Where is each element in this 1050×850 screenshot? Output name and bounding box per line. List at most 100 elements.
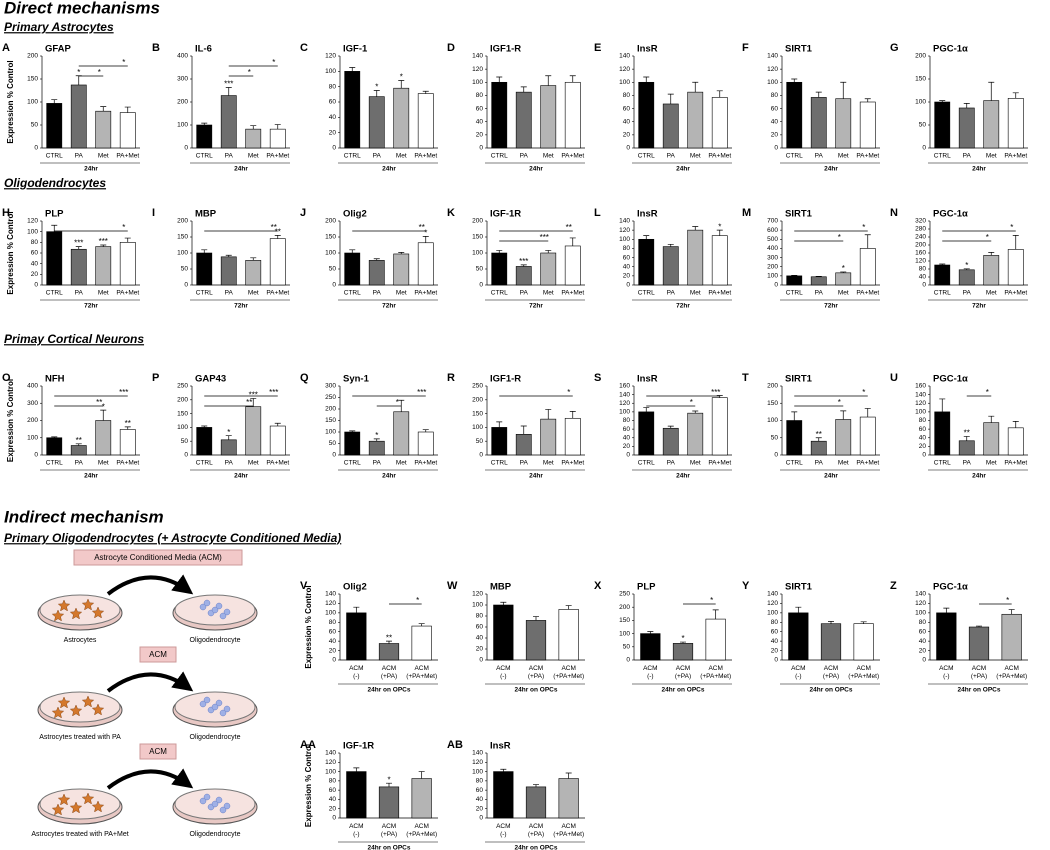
x-tick-label: Met bbox=[543, 460, 554, 467]
x-tick-label: PA+Met bbox=[266, 290, 289, 297]
bar bbox=[859, 416, 876, 456]
error-bar bbox=[860, 621, 867, 624]
error-bar bbox=[1008, 609, 1015, 615]
y-tick-label: 0 bbox=[184, 145, 188, 152]
y-tick-label: 80 bbox=[31, 239, 39, 246]
x-tick-label: ACM (+PA) bbox=[381, 665, 397, 680]
y-tick-label: 100 bbox=[177, 122, 188, 129]
y-tick-label: 60 bbox=[476, 624, 484, 631]
significance: ** bbox=[816, 430, 822, 439]
y-tick-label: 200 bbox=[177, 99, 188, 106]
x-axis-label: 24hr bbox=[382, 166, 396, 173]
x-tick-label: CTRL bbox=[491, 460, 508, 467]
bar bbox=[983, 422, 1000, 456]
y-tick-label: 50 bbox=[31, 122, 39, 129]
bar bbox=[269, 238, 286, 286]
bar bbox=[786, 81, 803, 149]
y-tick-label: 100 bbox=[915, 409, 926, 416]
bar bbox=[687, 412, 704, 456]
y-tick-label: 80 bbox=[623, 417, 631, 424]
error-bar bbox=[500, 768, 507, 772]
y-tick-label: 140 bbox=[325, 591, 336, 598]
bar bbox=[936, 612, 957, 661]
y-tick-label: 40 bbox=[329, 796, 337, 803]
error-bar bbox=[533, 784, 539, 787]
oligodendrocyte bbox=[211, 703, 219, 711]
dish-top bbox=[39, 691, 121, 723]
x-tick-label: CTRL bbox=[934, 153, 951, 160]
y-axis-label: Expression % Control bbox=[6, 211, 15, 294]
error-bar bbox=[667, 425, 674, 429]
y-tick-label: 20 bbox=[623, 132, 631, 139]
significance: * bbox=[102, 402, 105, 411]
bar bbox=[564, 81, 581, 149]
x-tick-label: Met bbox=[98, 290, 109, 297]
y-tick-label: 300 bbox=[27, 400, 38, 407]
bar bbox=[859, 101, 876, 149]
bar bbox=[119, 242, 136, 286]
y-tick-label: 120 bbox=[619, 66, 630, 73]
panel-letter: O bbox=[2, 372, 11, 384]
error-bar bbox=[840, 271, 847, 273]
significance: * bbox=[838, 398, 841, 407]
dish-label: Astrocytes bbox=[64, 637, 97, 644]
astrocyte bbox=[57, 696, 71, 709]
bar bbox=[525, 620, 547, 661]
x-tick-label: PA bbox=[520, 290, 529, 297]
y-tick-label: 140 bbox=[619, 391, 630, 398]
significance: * bbox=[690, 398, 693, 407]
y-tick-label: 0 bbox=[332, 145, 336, 152]
x-tick-label: PA+Met bbox=[708, 460, 731, 467]
section-heading: Indirect mechanism bbox=[4, 507, 164, 526]
bar bbox=[835, 272, 852, 286]
y-tick-label: 20 bbox=[476, 132, 484, 139]
x-tick-label: CTRL bbox=[491, 290, 508, 297]
error-bar bbox=[545, 250, 552, 253]
significance: *** bbox=[224, 80, 233, 89]
y-tick-label: 50 bbox=[623, 644, 631, 651]
bar bbox=[662, 246, 679, 286]
x-tick-label: CTRL bbox=[786, 460, 803, 467]
panel-title: PLP bbox=[637, 582, 656, 593]
y-tick-label: 200 bbox=[472, 218, 483, 225]
x-tick-label: CTRL bbox=[196, 153, 213, 160]
error-bar bbox=[988, 81, 995, 101]
oligodendrocyte bbox=[223, 705, 231, 713]
y-tick-label: 100 bbox=[767, 273, 778, 280]
y-tick-label: 60 bbox=[919, 426, 927, 433]
error-bar bbox=[864, 98, 871, 102]
bar bbox=[344, 71, 361, 149]
oligodendrocyte bbox=[215, 699, 223, 707]
significance: * bbox=[400, 73, 403, 82]
y-tick-label: 20 bbox=[623, 443, 631, 450]
bar bbox=[269, 128, 286, 149]
bar bbox=[515, 91, 532, 149]
error-bar bbox=[791, 411, 798, 421]
bar bbox=[711, 235, 728, 286]
y-tick-label: 20 bbox=[623, 273, 631, 280]
panel-letter: G bbox=[890, 42, 899, 54]
error-bar bbox=[565, 772, 572, 779]
x-tick-label: ACM (+PA) bbox=[823, 665, 839, 680]
y-tick-label: 20 bbox=[329, 647, 337, 654]
significance: * bbox=[416, 596, 419, 605]
x-tick-label: ACM (+PA+Met) bbox=[996, 665, 1027, 680]
y-tick-label: 100 bbox=[177, 250, 188, 257]
x-tick-label: CTRL bbox=[46, 460, 63, 467]
error-bar bbox=[643, 76, 650, 83]
significance: ** bbox=[271, 223, 277, 232]
bar bbox=[119, 112, 136, 149]
significance: *** bbox=[269, 388, 278, 397]
x-axis-label: 24hr on OPCs bbox=[958, 687, 1001, 694]
error-bar bbox=[75, 75, 82, 85]
y-tick-label: 100 bbox=[472, 602, 483, 609]
y-tick-label: 0 bbox=[479, 657, 483, 664]
y-tick-label: 40 bbox=[329, 114, 337, 121]
bar bbox=[70, 445, 87, 456]
oligodendrocyte bbox=[199, 603, 207, 611]
astrocyte bbox=[81, 695, 95, 708]
y-tick-label: 0 bbox=[332, 452, 336, 459]
y-tick-label: 120 bbox=[325, 759, 336, 766]
x-tick-label: Met bbox=[543, 290, 554, 297]
panel-letter: U bbox=[890, 372, 898, 384]
